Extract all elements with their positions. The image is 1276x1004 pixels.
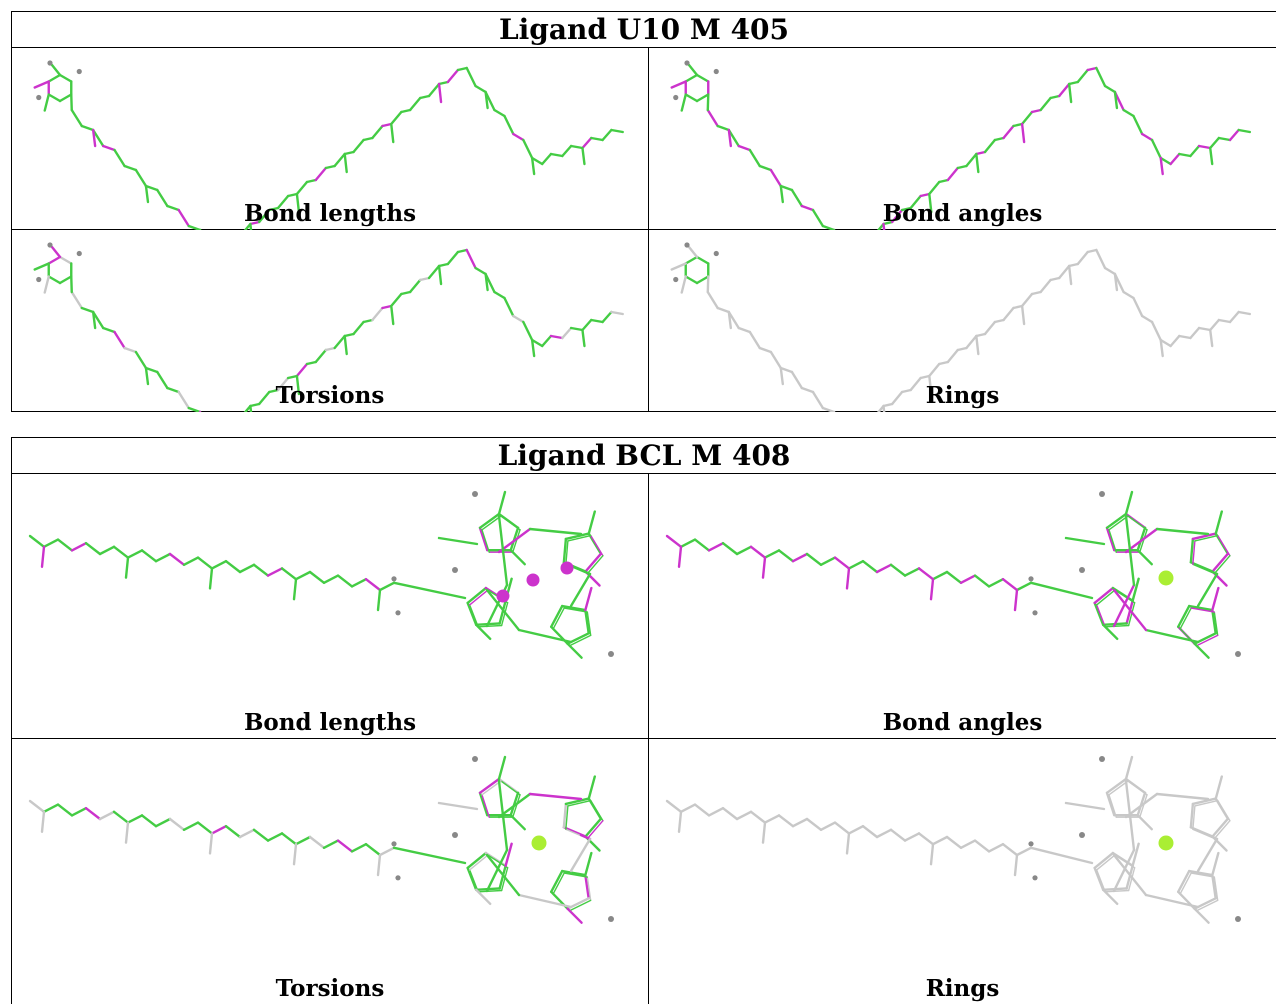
ligand-u10-table: Ligand U10 M 405 Bond lengths Bond angle… [11,11,1276,412]
panel-caption: Torsions [12,382,648,409]
bcl-bond-lengths-panel: Bond lengths [12,474,649,738]
u10-rings-panel: Rings [649,230,1276,411]
panel-caption: Bond angles [649,709,1276,736]
panel-caption: Bond lengths [12,709,648,736]
u10-bond-angles-panel: Bond angles [649,48,1276,229]
bcl-torsions-structure-icon [12,739,649,1004]
u10-torsions-panel: Torsions [12,230,649,411]
u10-bond-lengths-panel: Bond lengths [12,48,649,229]
bcl-rings-structure-icon [649,739,1276,1004]
bcl-bond-angles-structure-icon [649,474,1276,739]
panel-caption: Rings [649,975,1276,1002]
bcl-bond-lengths-structure-icon [12,474,649,739]
panel-caption: Bond angles [649,200,1276,227]
bcl-bond-angles-panel: Bond angles [649,474,1276,738]
panel-caption: Rings [649,382,1276,409]
table-title: Ligand U10 M 405 [12,12,1276,48]
panel-caption: Bond lengths [12,200,648,227]
ligand-bcl-table: Ligand BCL M 408 Bond lengths Bond angle… [11,437,1276,1004]
table-title: Ligand BCL M 408 [12,438,1276,474]
bcl-rings-panel: Rings [649,739,1276,1004]
bcl-torsions-panel: Torsions [12,739,649,1004]
panel-caption: Torsions [12,975,648,1002]
